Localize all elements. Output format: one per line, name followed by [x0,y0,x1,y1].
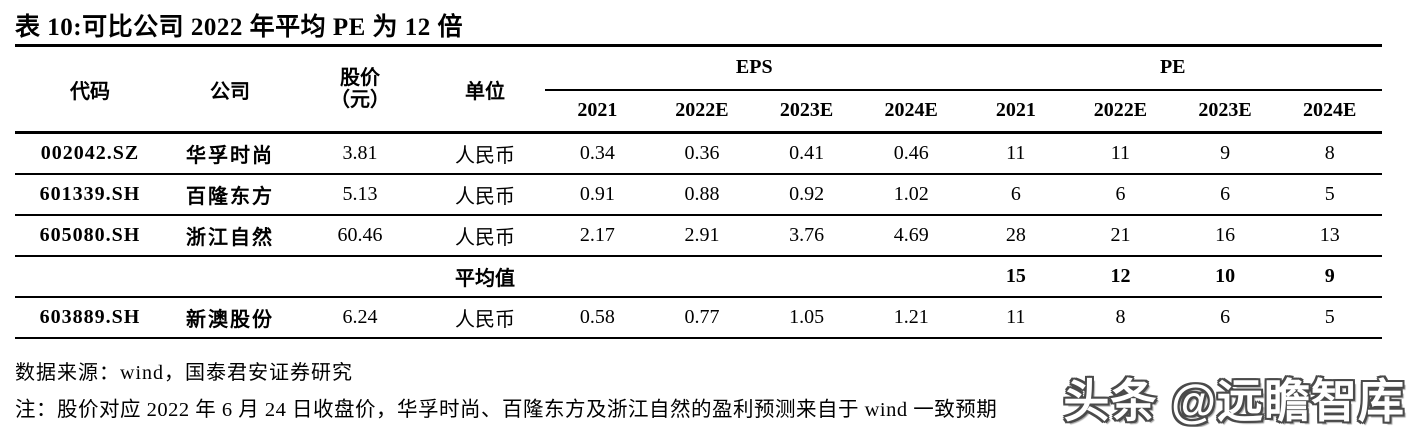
header-code: 代码 [15,45,165,134]
header-company: 公司 [165,45,295,134]
cell-eps-2023e: 0.41 [754,132,859,175]
table-row-huafu: 002042.SZ 华孚时尚 3.81 人民币 0.34 0.36 0.41 0… [15,132,1382,175]
cell-pe-2021: 11 [963,132,1069,175]
average-pe-2024e: 9 [1277,255,1382,298]
cell-eps-2021: 0.91 [545,173,650,216]
cell-pe-2022e: 6 [1068,173,1173,216]
cell-unit: 人民币 [425,132,545,175]
table-title: 表 10:可比公司 2022 年平均 PE 为 12 倍 [15,14,464,41]
header-price-line1: 股价 [340,67,380,89]
header-price-line2: （元） [330,89,390,111]
header-price: 股价 （元） [295,45,425,134]
cell-pe-2024e: 8 [1277,132,1382,175]
cell-pe-2023e: 9 [1172,132,1278,175]
cell-code: 601339.SH [15,173,165,216]
cell-company: 浙江自然 [165,214,295,257]
comparable-companies-table: 代码 公司 股价 （元） 单位 EPS PE 2021 2022E 2023E … [15,44,1382,339]
cell-unit: 人民币 [425,173,545,216]
header-year-row: 2021 2022E 2023E 2024E 2021 2022E 2023E … [15,89,1382,134]
average-pe-2023e: 10 [1172,255,1278,298]
cell-eps-2022e: 2.91 [649,214,755,257]
cell-pe-2021: 28 [963,214,1069,257]
watermark: 头条 @远瞻智库 [1063,375,1405,427]
cell-eps-2023e: 3.76 [754,214,859,257]
average-row: 平均值 15 12 10 9 [15,255,1382,298]
cell-empty [295,255,425,298]
cell-price: 5.13 [295,173,425,216]
cell-code: 605080.SH [15,214,165,257]
cell-pe-2024e: 5 [1277,173,1382,216]
table-row-xinao: 603889.SH 新澳股份 6.24 人民币 0.58 0.77 1.05 1… [15,296,1382,339]
cell-pe-2021: 11 [963,296,1069,339]
cell-eps-2024e: 1.21 [858,296,964,339]
header-eps-2023e: 2023E [754,89,859,134]
cell-empty [545,255,650,298]
table-row-zhejiang: 605080.SH 浙江自然 60.46 人民币 2.17 2.91 3.76 … [15,214,1382,257]
cell-unit: 人民币 [425,214,545,257]
cell-eps-2024e: 4.69 [858,214,964,257]
cell-pe-2024e: 13 [1277,214,1382,257]
cell-eps-2023e: 0.92 [754,173,859,216]
cell-eps-2022e: 0.88 [649,173,755,216]
cell-unit: 人民币 [425,296,545,339]
cell-eps-2022e: 0.36 [649,132,755,175]
header-eps-2024e: 2024E [858,89,964,134]
header-pe-2022e: 2022E [1068,89,1173,134]
cell-pe-2022e: 8 [1068,296,1173,339]
cell-price: 6.24 [295,296,425,339]
header-pe-group: PE [963,45,1382,91]
cell-empty [15,255,165,298]
cell-eps-2021: 0.58 [545,296,650,339]
cell-eps-2024e: 0.46 [858,132,964,175]
cell-pe-2021: 6 [963,173,1069,216]
cell-pe-2023e: 6 [1172,296,1278,339]
data-source-line: 数据来源：wind，国泰君安证券研究 [15,362,353,384]
header-eps-group: EPS [545,45,964,91]
cell-eps-2021: 2.17 [545,214,650,257]
cell-empty [165,255,295,298]
cell-company: 百隆东方 [165,173,295,216]
cell-empty [754,255,859,298]
cell-code: 603889.SH [15,296,165,339]
cell-company: 新澳股份 [165,296,295,339]
cell-eps-2024e: 1.02 [858,173,964,216]
cell-pe-2022e: 11 [1068,132,1173,175]
cell-empty [858,255,964,298]
footnote-line: 注：股价对应 2022 年 6 月 24 日收盘价，华孚时尚、百隆东方及浙江自然… [15,399,998,421]
cell-price: 3.81 [295,132,425,175]
cell-pe-2024e: 5 [1277,296,1382,339]
cell-pe-2022e: 21 [1068,214,1173,257]
header-pe-2021: 2021 [963,89,1069,134]
cell-eps-2023e: 1.05 [754,296,859,339]
header-pe-2024e: 2024E [1277,89,1382,134]
header-eps-2021: 2021 [545,89,650,134]
header-pe-2023e: 2023E [1172,89,1278,134]
header-unit: 单位 [425,45,545,134]
cell-code: 002042.SZ [15,132,165,175]
header-eps-2022e: 2022E [649,89,755,134]
average-label: 平均值 [425,255,545,298]
cell-pe-2023e: 16 [1172,214,1278,257]
header-group-row: 代码 公司 股价 （元） 单位 EPS PE [15,45,1382,134]
cell-eps-2022e: 0.77 [649,296,755,339]
cell-eps-2021: 0.34 [545,132,650,175]
cell-price: 60.46 [295,214,425,257]
average-pe-2022e: 12 [1068,255,1173,298]
cell-empty [649,255,755,298]
table-row-bailong: 601339.SH 百隆东方 5.13 人民币 0.91 0.88 0.92 1… [15,173,1382,216]
average-pe-2021: 15 [963,255,1069,298]
cell-company: 华孚时尚 [165,132,295,175]
cell-pe-2023e: 6 [1172,173,1278,216]
